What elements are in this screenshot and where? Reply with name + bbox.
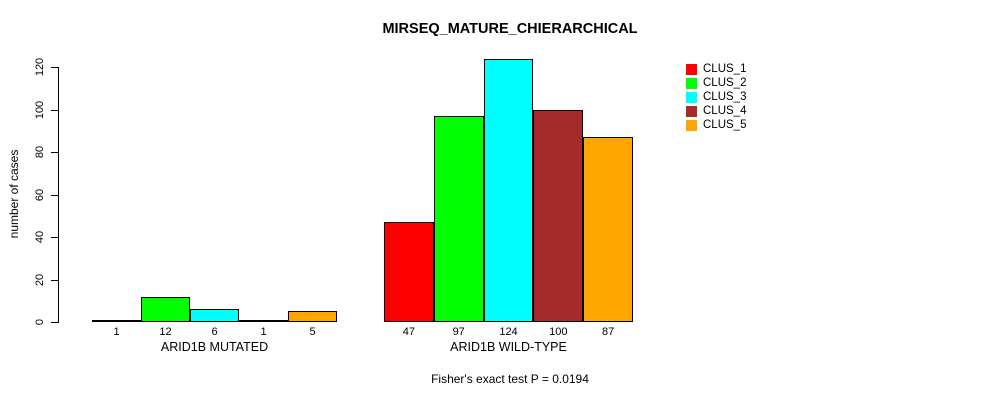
legend-label: CLUS_2 — [703, 77, 747, 89]
legend-row: CLUS_1 — [686, 62, 746, 76]
y-axis-tick — [51, 152, 58, 153]
bar-value-label: 97 — [452, 326, 465, 338]
legend-label: CLUS_1 — [703, 63, 747, 75]
legend-row: CLUS_5 — [686, 118, 746, 132]
bar-value-label: 124 — [499, 326, 518, 338]
legend-label: CLUS_5 — [703, 119, 747, 131]
bar-clus_4 — [533, 109, 584, 322]
y-axis-tick-label: 0 — [34, 318, 46, 326]
legend: CLUS_1 CLUS_2 CLUS_3 CLUS_4 CLUS_5 — [686, 62, 746, 132]
bar-value-label: 6 — [211, 326, 218, 338]
y-axis-tick — [51, 322, 58, 323]
y-axis-tick — [51, 109, 58, 111]
group-label: ARID1B WILD-TYPE — [450, 340, 567, 354]
legend-swatch-clus_4 — [686, 105, 697, 117]
y-axis-tick-label: 80 — [34, 145, 46, 159]
y-axis-tick-label: 40 — [34, 230, 46, 244]
legend-label: CLUS_4 — [703, 105, 747, 117]
bar-value-label: 47 — [402, 326, 416, 338]
bar-value-label: 100 — [549, 326, 568, 338]
bar-value-label: 1 — [113, 326, 120, 338]
y-axis — [58, 67, 59, 323]
legend-row: CLUS_2 — [686, 76, 746, 90]
legend-swatch-clus_2 — [686, 77, 697, 89]
y-axis-tick-label: 20 — [34, 273, 46, 286]
y-axis-tick — [51, 237, 58, 238]
bar-clus_2 — [433, 115, 484, 322]
y-axis-tick-label: 60 — [34, 188, 46, 201]
bar-clus_1 — [92, 319, 141, 322]
legend-row: CLUS_3 — [686, 90, 746, 104]
y-axis-tick — [51, 279, 58, 281]
legend-row: CLUS_4 — [686, 104, 746, 118]
legend-swatch-clus_5 — [686, 119, 697, 131]
bar-value-label: 12 — [159, 326, 172, 338]
bar-clus_3 — [190, 309, 239, 322]
bar-clus_5 — [288, 311, 337, 322]
legend-swatch-clus_3 — [686, 91, 697, 103]
chart-title: MIRSEQ_MATURE_CHIERARCHICAL — [382, 21, 638, 37]
bar-clus_5 — [583, 137, 633, 322]
bar-clus_4 — [239, 319, 288, 322]
bar-clus_3 — [483, 58, 534, 322]
y-axis-label: number of cases — [7, 149, 21, 239]
legend-swatch-clus_1 — [686, 63, 697, 75]
bar-value-label: 87 — [601, 326, 615, 338]
annotation-fisher-test: Fisher's exact test P = 0.0194 — [431, 372, 589, 386]
bar-clus_1 — [384, 222, 434, 322]
y-axis-tick-label: 120 — [34, 57, 46, 77]
group-label: ARID1B MUTATED — [160, 340, 269, 354]
y-axis-tick-label: 100 — [34, 100, 46, 119]
bar-value-label: 5 — [309, 326, 316, 338]
bar-clus_2 — [141, 296, 190, 322]
bar-value-label: 1 — [260, 326, 267, 338]
y-axis-tick — [51, 194, 58, 196]
legend-label: CLUS_3 — [703, 91, 747, 103]
y-axis-tick — [51, 67, 58, 68]
